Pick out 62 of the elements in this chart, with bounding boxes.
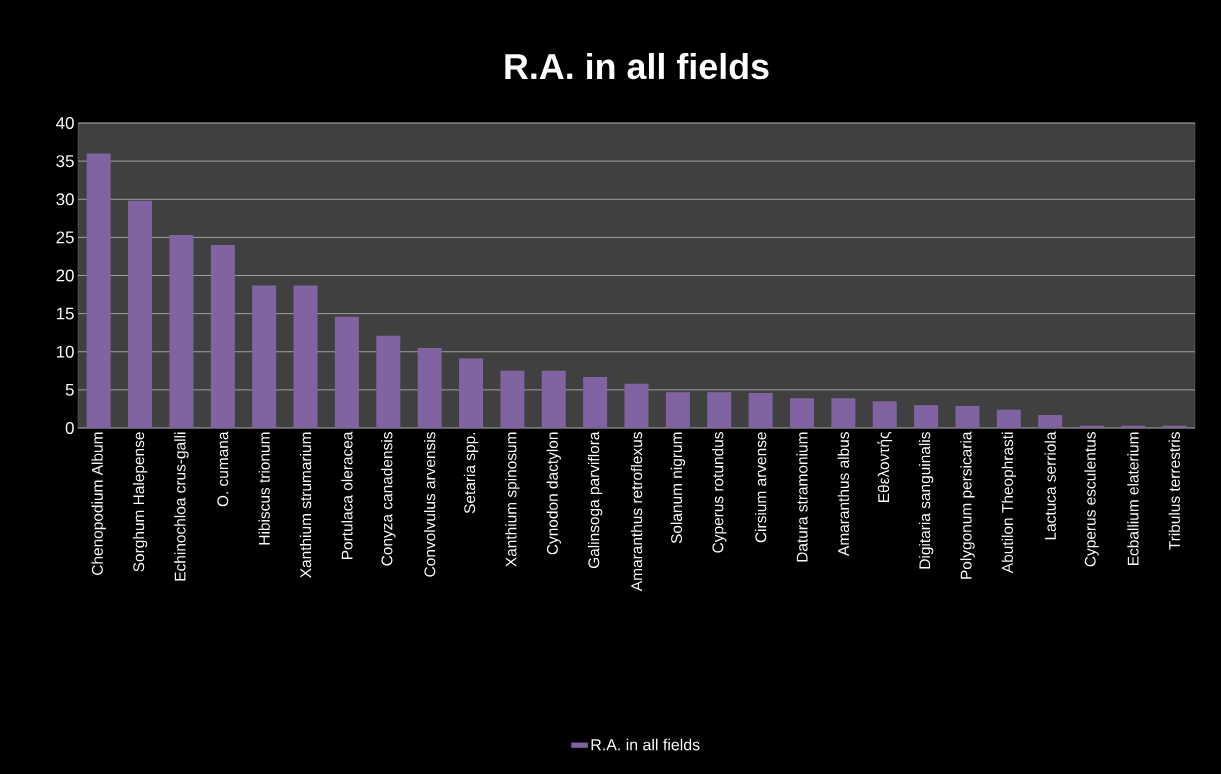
x-tick-label: O. cumana	[217, 431, 229, 507]
x-tick-label: Cyperus rotundus	[712, 432, 727, 553]
x-tick-label: Xanthium strumarium	[299, 432, 312, 578]
x-tick-label: Cirsium arvense	[754, 432, 767, 543]
bar	[872, 401, 897, 428]
x-tick-label: Convolvulus arvensis	[423, 432, 436, 577]
x-tick-label: Hibiscus trionum	[258, 432, 270, 545]
y-tick-label: 25	[56, 231, 74, 244]
bar	[1038, 415, 1063, 428]
bar	[541, 370, 566, 428]
legend-label: R.A. in all fields	[591, 738, 700, 751]
bar	[210, 245, 235, 428]
bar	[417, 347, 442, 428]
x-tick-label: Εθελοντής	[877, 432, 893, 502]
bar	[169, 235, 194, 428]
x-tick-label: Xanthium spinosum	[505, 432, 520, 567]
x-tick-label: Ecballium elaterium	[1127, 432, 1139, 565]
bar	[376, 335, 401, 428]
bar	[996, 409, 1021, 428]
y-tick-label: 15	[56, 307, 74, 320]
y-tick-label: 20	[56, 269, 74, 282]
x-tick-label: Chenopodium Album	[91, 432, 106, 575]
bar	[583, 376, 608, 428]
bar	[334, 316, 359, 428]
bar	[624, 383, 649, 428]
x-tick-label: Polygonum persicaria	[960, 431, 975, 579]
bar	[252, 285, 277, 428]
x-tick-label: Datura stramonium	[796, 432, 808, 562]
x-tick-label: Echinochloa crus-galli	[174, 432, 189, 581]
x-tick-label: Tribulus terrestris	[1168, 432, 1180, 550]
x-tick-label: Portulaca oleracea	[341, 431, 353, 560]
bar	[459, 358, 484, 428]
x-tick-label: Setaria spp.	[463, 432, 479, 514]
bar	[293, 285, 318, 428]
x-tick-label: Solanum nigrum	[670, 432, 686, 544]
bar	[955, 405, 980, 428]
chart-title: R.A. in all fields	[505, 52, 769, 80]
x-tick-label: Conyza canadensis	[381, 432, 396, 566]
x-tick-label: Cynodon dactylon	[546, 432, 561, 555]
bar	[748, 392, 773, 428]
bar	[665, 392, 690, 428]
bar	[128, 200, 153, 428]
x-tick-label: Amaranthus albus	[837, 432, 850, 556]
x-tick-label: Lactuca serriola	[1044, 431, 1056, 540]
y-tick-label: 30	[56, 193, 74, 206]
bar	[707, 392, 732, 428]
bar	[86, 153, 111, 428]
x-tick-label: Abutilon Theophrasti	[1001, 432, 1017, 574]
y-tick-label: 10	[56, 345, 74, 358]
x-tick-label: Galinsoga parviflora	[587, 431, 603, 569]
bar	[914, 405, 939, 428]
x-tick-label: Amaranthus retroflexus	[630, 432, 643, 592]
x-tick-label: Cyperus esculentus	[1084, 432, 1099, 567]
bar	[831, 398, 856, 428]
y-tick-label: 35	[56, 155, 74, 168]
bar	[789, 398, 814, 428]
y-tick-label: 5	[65, 383, 74, 396]
x-tick-label: Sorghum Halepense	[132, 432, 148, 572]
y-tick-label: 0	[65, 422, 74, 434]
x-tick-label: Digitaria sanguinalis	[918, 432, 934, 569]
bar	[500, 370, 525, 428]
y-tick-label: 40	[56, 117, 74, 129]
